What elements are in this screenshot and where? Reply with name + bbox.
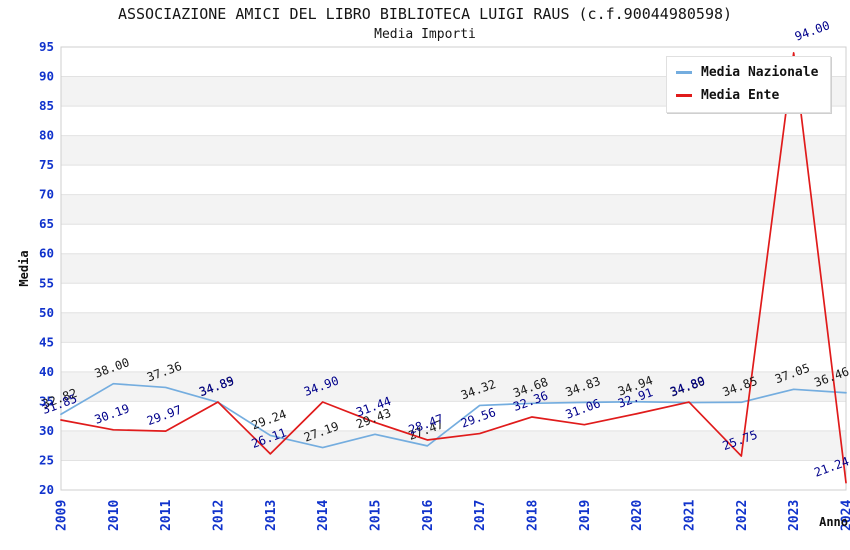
x-tick-label: 2020 [630,500,645,531]
x-tick-label: 2013 [264,500,279,531]
x-tick-label: 2018 [526,500,541,531]
y-tick-label: 60 [39,246,54,261]
legend-item-media-ente: Media Ente [676,88,822,103]
line-swatch-icon [676,71,692,74]
y-tick-label: 55 [39,275,54,290]
y-tick-label: 25 [39,452,54,467]
chart-subtitle: Media Importi [374,27,476,42]
x-tick-label: 2014 [316,500,331,531]
plot-band [61,342,846,372]
legend-label: Media Nazionale [701,65,819,80]
x-tick-label: 2015 [369,500,384,531]
y-tick-label: 30 [39,423,54,438]
plot-band [61,194,846,225]
line-swatch-icon [676,94,692,97]
series-line-media-nazionale [60,382,847,449]
plot-band [61,460,846,490]
y-tick-label: 50 [39,305,54,320]
x-tick-label: 2019 [578,500,593,531]
chart-title: ASSOCIAZIONE AMICI DEL LIBRO BIBLIOTECA … [117,5,733,23]
x-tick-label: 2010 [107,500,122,531]
plot-band [61,224,846,254]
point-label: 94.00 [793,18,832,44]
plot-band [61,135,846,166]
y-tick-label: 75 [39,157,54,172]
y-tick-label: 40 [39,364,54,379]
y-tick-label: 35 [39,393,54,408]
y-tick-label: 80 [39,128,54,143]
x-tick-label: 2021 [683,500,698,531]
x-tick-label: 2009 [55,500,70,531]
plot-band [61,312,846,343]
y-tick-label: 85 [39,98,54,113]
legend: Media Nazionale Media Ente [666,56,831,113]
plot-border [60,46,847,491]
x-tick-label: 2017 [473,500,488,531]
x-tick-label: 2023 [787,500,802,531]
y-tick-label: 20 [39,482,54,497]
y-tick-label: 95 [39,39,54,54]
x-tick-label: 2022 [735,500,750,531]
plot-band [61,430,846,461]
y-tick-label: 65 [39,216,54,231]
legend-label: Media Ente [701,88,780,103]
plot-band [61,253,846,284]
series-line-media-ente [60,52,847,484]
plot-band [61,371,846,402]
x-tick-label: 2011 [159,500,174,531]
x-tick-label: 2024 [840,500,850,531]
x-tick-label: 2012 [212,500,227,531]
y-tick-label: 45 [39,334,54,349]
x-axis-title: Anno [819,515,848,529]
legend-item-media-nazionale: Media Nazionale [676,65,822,80]
y-tick-label: 90 [39,69,54,84]
x-tick-label: 2016 [421,500,436,531]
plot-band [61,283,846,313]
y-axis-title: Media [17,250,31,286]
y-tick-label: 70 [39,187,54,202]
plot-band [61,165,846,195]
